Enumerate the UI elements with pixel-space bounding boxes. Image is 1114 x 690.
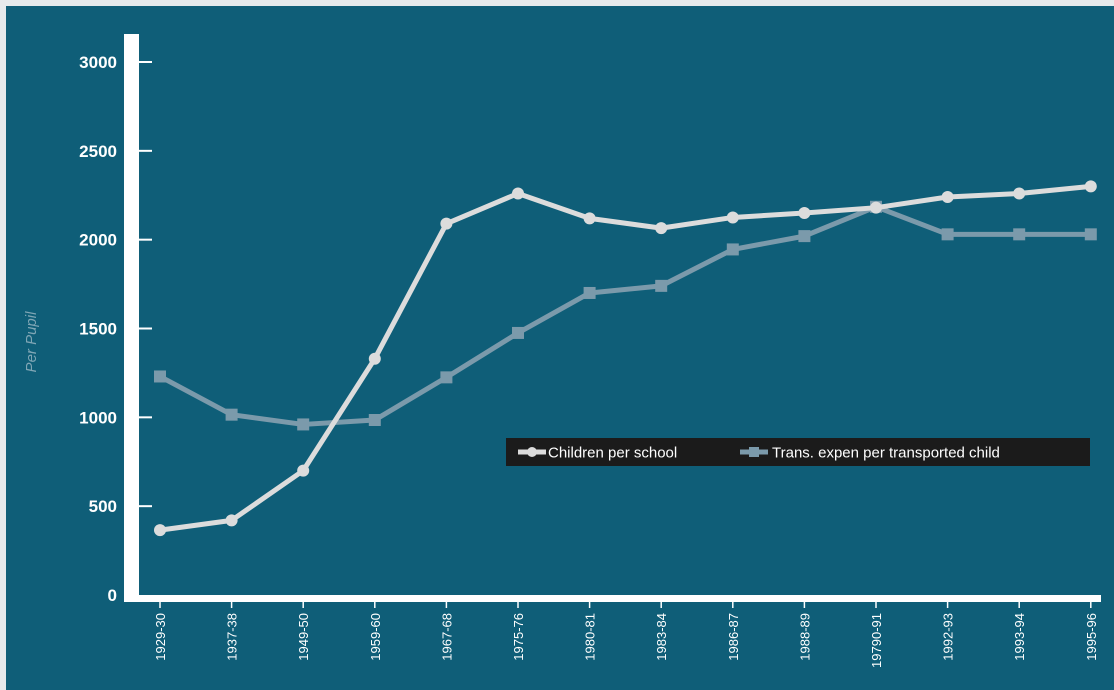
x-tick-label: 1975-76 bbox=[511, 613, 526, 661]
series-line bbox=[159, 183, 1092, 533]
x-tick-label: 19790-91 bbox=[869, 613, 884, 668]
data-point bbox=[1084, 228, 1097, 241]
x-tick-label: 1959-60 bbox=[368, 613, 383, 661]
data-point bbox=[440, 371, 453, 384]
y-tick-label: 1000 bbox=[79, 408, 117, 427]
x-tick-label: 1992-93 bbox=[941, 613, 956, 661]
data-point bbox=[297, 418, 310, 431]
x-tick-label: 1986-87 bbox=[726, 613, 741, 661]
x-tick-label: 1993-94 bbox=[1012, 613, 1027, 661]
y-tick-label: 0 bbox=[108, 586, 117, 605]
data-point bbox=[583, 212, 596, 225]
data-point bbox=[941, 191, 954, 204]
axes bbox=[124, 34, 1101, 602]
data-point bbox=[941, 228, 954, 241]
data-point bbox=[798, 230, 811, 243]
data-point bbox=[368, 413, 381, 426]
y-tick-label: 2500 bbox=[79, 142, 117, 161]
legend-item-trans-expen: Trans. expen per transported child bbox=[740, 445, 1000, 462]
chart-panel: Per Pupil 0 500 1000 1500 2000 2500 3000 1929-… bbox=[6, 6, 1114, 690]
y-axis-ticks: 0 500 1000 1500 2000 2500 3000 bbox=[79, 53, 152, 605]
data-point bbox=[655, 279, 668, 292]
line-chart: Per Pupil 0 500 1000 1500 2000 2500 3000 1929-… bbox=[23, 34, 1101, 668]
legend-circle-marker bbox=[527, 447, 537, 457]
legend-label: Children per school bbox=[548, 445, 677, 462]
data-point bbox=[870, 201, 882, 214]
data-point bbox=[798, 207, 811, 220]
y-tick-label: 500 bbox=[89, 497, 117, 516]
data-point bbox=[154, 524, 166, 537]
x-tick-label: 1995-96 bbox=[1084, 613, 1099, 661]
data-point bbox=[1013, 228, 1026, 241]
data-point bbox=[583, 286, 596, 299]
x-tick-label: 1980-81 bbox=[583, 613, 598, 661]
data-point bbox=[1084, 180, 1097, 193]
y-axis-line bbox=[124, 34, 139, 602]
y-tick-label: 2000 bbox=[79, 231, 117, 250]
data-point bbox=[655, 222, 668, 235]
legend-square-marker bbox=[749, 447, 759, 457]
data-point bbox=[154, 370, 166, 383]
data-point bbox=[512, 187, 524, 200]
data-point bbox=[1013, 187, 1026, 200]
series-line bbox=[158, 204, 1091, 427]
data-point bbox=[726, 243, 739, 256]
series-trans-expen bbox=[154, 200, 1097, 431]
y-axis-label: Per Pupil bbox=[23, 311, 40, 373]
data-point bbox=[225, 514, 238, 527]
x-tick-label: 1929-30 bbox=[153, 613, 168, 661]
x-tick-label: 1949-50 bbox=[296, 613, 311, 661]
x-axis-line bbox=[124, 595, 1101, 602]
data-point bbox=[368, 352, 381, 365]
legend-box bbox=[506, 438, 1090, 466]
data-point bbox=[726, 211, 739, 224]
series-layer bbox=[154, 180, 1097, 537]
data-point bbox=[297, 464, 310, 477]
y-tick-label: 3000 bbox=[79, 53, 117, 72]
data-point bbox=[512, 326, 524, 339]
data-point bbox=[440, 217, 453, 230]
y-tick-label: 1500 bbox=[79, 320, 117, 339]
x-tick-label: 1988-89 bbox=[797, 613, 812, 661]
x-tick-label: 1937-38 bbox=[225, 613, 240, 661]
legend-label: Trans. expen per transported child bbox=[772, 445, 1000, 462]
legend-item-children-per-school: Children per school bbox=[518, 445, 677, 462]
x-tick-label: 1983-84 bbox=[654, 613, 669, 661]
y-axis-label-group: Per Pupil bbox=[23, 311, 40, 373]
legend: Children per school Trans. expen per tran… bbox=[506, 438, 1090, 466]
x-tick-label: 1967-68 bbox=[439, 613, 454, 661]
data-point bbox=[225, 408, 238, 421]
series-children-per-school bbox=[154, 180, 1097, 537]
x-axis-ticks: 1929-30 1937-38 1949-50 1959-60 1967-68 1975-… bbox=[153, 602, 1099, 668]
